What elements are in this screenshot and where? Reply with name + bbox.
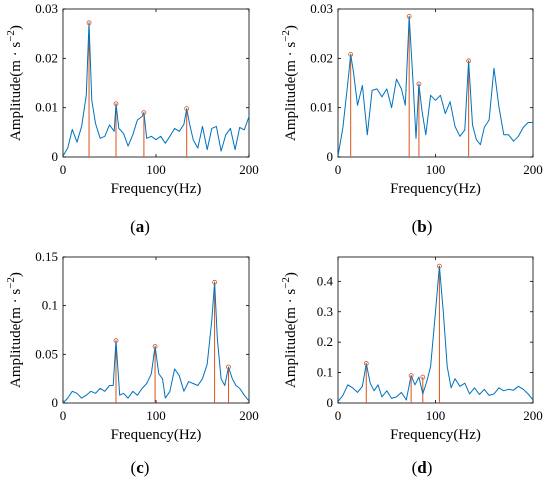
x-axis-label: Frequency(Hz) [390,181,481,197]
x-tick-label: 0 [60,162,67,177]
x-tick-label: 100 [426,162,446,177]
y-tick-label: 0 [52,395,59,410]
caption-close: ) [427,217,433,236]
peak-marker [152,344,158,349]
y-axis-label: Amplitude(m · s−2) [5,25,24,141]
peak-marker [184,106,190,112]
y-axis-label-text: Amplitude(m · s [283,42,299,141]
y-axis-label-close: ) [283,272,299,277]
x-tick-label: 200 [239,162,259,177]
y-axis-label-text: Amplitude(m · s [8,42,24,141]
spectrum-line [337,265,534,402]
panel-caption: (b) [412,217,433,236]
caption-open: ( [131,458,137,477]
y-tick-label: 0 [327,149,334,164]
peak-marker [363,361,369,366]
caption-letter: c [136,458,144,477]
x-tick-label: 100 [426,408,446,423]
y-tick-label: 0.03 [35,1,58,16]
x-axis-label: Frequency(Hz) [111,181,202,197]
x-tick-label: 0 [335,408,342,423]
caption-open: ( [130,217,136,236]
y-tick-label: 0.4 [317,273,334,288]
y-tick-label: 0.01 [35,100,58,115]
y-tick-label: 0.02 [35,50,58,65]
peak-marker [420,374,426,380]
y-tick-label: 0.15 [35,249,58,264]
panel-caption: (d) [412,458,433,477]
peak-marker [226,364,231,370]
y-tick-label: 0.03 [310,1,333,16]
y-axis-label-close: ) [283,25,299,30]
y-tick-label: 0.3 [317,304,333,319]
peak-marker [113,101,119,107]
x-axis-label: Frequency(Hz) [390,427,481,443]
y-tick-label: 0.01 [310,100,333,115]
x-tick-label: 0 [60,408,67,423]
peak-marker [141,110,147,115]
y-axis-label-text: Amplitude(m · s [8,289,24,388]
x-tick-label: 200 [523,162,543,177]
caption-open: ( [412,458,418,477]
x-tick-label: 200 [523,408,543,423]
caption-close: ) [144,217,150,236]
y-axis-label: Amplitude(m · s−2) [280,272,299,388]
y-axis-label-text: Amplitude(m · s [283,289,299,388]
peak-marker [466,58,472,64]
chart-panel-b: 0 100 200 0 0.01 0.02 0.03 Frequency(Hz) Amplitu… [280,1,543,236]
peak-marker [212,279,217,285]
spectrum-line [337,15,533,157]
y-tick-label: 0.02 [310,50,333,65]
plot-frame [62,256,250,404]
x-tick-label: 0 [335,162,342,177]
chart-panel-c: 0 100 200 0 0.05 0.1 0.15 Frequency(Hz) Amplitud… [5,249,259,477]
peak-marker [406,13,412,19]
y-tick-label: 0 [52,149,59,164]
peak-marker [436,263,442,269]
plot-frame [337,256,534,404]
y-tick-label: 0.1 [42,298,58,313]
peak-marker [113,338,119,344]
peak-marker [86,20,92,26]
x-axis-label: Frequency(Hz) [111,427,202,443]
spectrum-line [62,281,250,404]
y-tick-label: 0.1 [317,365,333,380]
caption-close: ) [144,458,150,477]
y-tick-label: 0.05 [35,346,58,361]
y-axis-label-exponent: −2 [280,30,292,42]
panel-caption: (c) [131,458,150,477]
x-tick-label: 100 [146,162,166,177]
y-axis-label: Amplitude(m · s−2) [5,272,24,388]
caption-letter: b [417,217,426,236]
y-tick-label: 0 [327,395,334,410]
peak-marker [348,51,354,57]
caption-letter: a [136,217,145,236]
y-axis-label-close: ) [8,272,24,277]
y-axis-label-close: ) [8,25,24,30]
chart-panel-a: 0 100 200 0 0.01 0.02 0.03 Frequency(Hz) Amplitu… [5,1,259,236]
y-tick-label: 0.2 [317,334,333,349]
caption-letter: d [417,458,427,477]
peak-marker [416,81,422,87]
caption-close: ) [427,458,433,477]
y-axis-label-exponent: −2 [5,30,17,42]
peak-marker [408,373,414,379]
x-tick-label: 100 [146,408,166,423]
chart-panel-d: 0 100 200 0 0.1 0.2 0.3 0.4 Frequency(Hz) Amplitu… [280,256,543,477]
panel-caption: (a) [130,217,150,236]
y-axis-label-exponent: −2 [5,277,17,289]
y-axis-label: Amplitude(m · s−2) [280,25,299,141]
spectrum-line [62,22,250,157]
x-tick-label: 200 [239,408,259,423]
y-axis-label-exponent: −2 [280,277,292,289]
caption-open: ( [412,217,418,236]
